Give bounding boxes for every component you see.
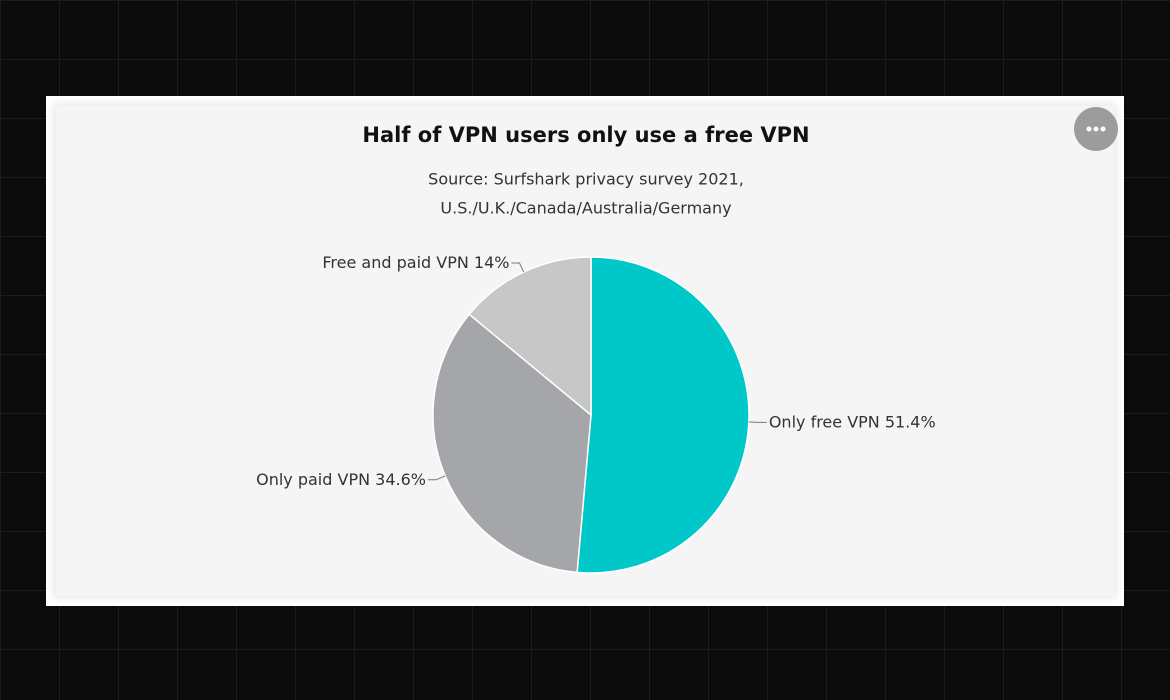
- menu-dot: [1086, 126, 1092, 132]
- label-value: 34.6%: [375, 469, 426, 488]
- pie-slice: [432, 313, 592, 574]
- menu-button[interactable]: [1074, 107, 1118, 151]
- leader-line: [511, 262, 525, 273]
- pie-slice: [576, 256, 750, 574]
- pie: Only free VPN 51.4% Only paid VPN 34.6% Fr…: [256, 252, 936, 574]
- data-label: Only free VPN 51.4%: [769, 412, 936, 431]
- chart-title: Half of VPN users only use a free VPN: [362, 123, 809, 147]
- chart-panel: Half of VPN users only use a free VPN So…: [46, 96, 1124, 606]
- pie-slice: [468, 256, 592, 417]
- chart-subtitle: U.S./U.K./Canada/Australia/Germany: [440, 199, 731, 218]
- data-label: Free and paid VPN 14%: [322, 252, 509, 271]
- leader-line: [427, 475, 446, 481]
- label-category: Free and paid VPN: [322, 252, 468, 271]
- chart-subtitle: Source: Surfshark privacy survey 2021,: [428, 170, 744, 189]
- label-value: 14%: [474, 252, 510, 271]
- label-category: Only free VPN: [769, 412, 880, 431]
- label-value: 51.4%: [885, 412, 936, 431]
- menu-dot: [1093, 126, 1099, 132]
- menu-dot: [1100, 126, 1106, 132]
- chart: Half of VPN users only use a free VPN So…: [54, 104, 1118, 598]
- label-category: Only paid VPN: [256, 469, 370, 488]
- data-label: Only paid VPN 34.6%: [256, 469, 426, 488]
